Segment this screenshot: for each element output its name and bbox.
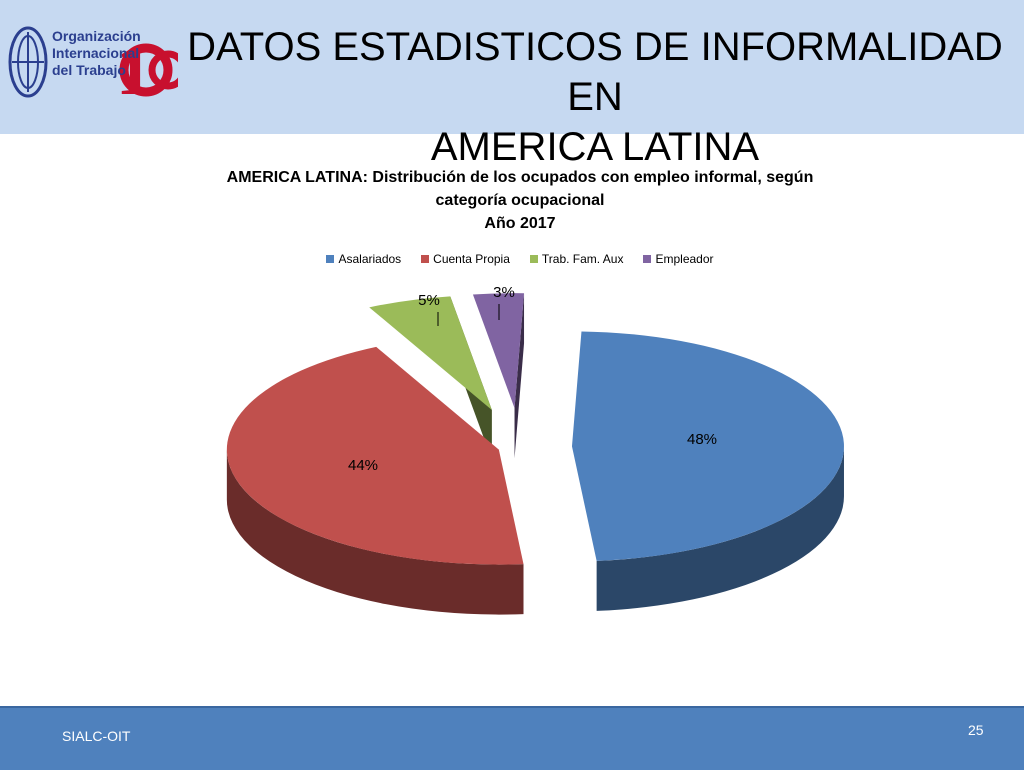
legend-item: Cuenta Propia: [421, 252, 510, 266]
data-label: 48%: [687, 431, 717, 448]
pie-chart: 48% 44% 5% 3%: [226, 284, 844, 615]
pie-slice-side: [596, 446, 844, 611]
data-label: 44%: [348, 457, 378, 474]
pie-slice-top: [369, 296, 492, 410]
legend-swatch: [529, 255, 538, 263]
slide-title-line: AMERICA LATINA: [430, 125, 760, 169]
chart-title-line: AMERICA LATINA: Distribución de los ocup…: [226, 169, 814, 186]
slide-title: DATOS ESTADISTICOS DE INFORMALIDAD EN AM…: [180, 22, 1010, 172]
legend-swatch: [643, 255, 652, 263]
chart-title: AMERICA LATINA: Distribución de los ocup…: [150, 166, 890, 235]
pie-slice-side: [226, 449, 524, 615]
pie-slice: [472, 293, 525, 459]
logo-line: Organización: [52, 28, 141, 44]
legend-swatch: [421, 255, 430, 263]
slide-title-line: DATOS ESTADISTICOS DE INFORMALIDAD EN: [187, 25, 1003, 119]
data-label: 3%: [493, 284, 515, 301]
slide-header: 1 Organización Internacional del Trabajo…: [0, 0, 1024, 169]
pie-slice-top: [472, 293, 525, 409]
logo-line: del Trabajo: [52, 62, 126, 78]
chart-legend: Asalariados Cuenta Propia Trab. Fam. Aux…: [150, 252, 890, 266]
pie-slice: [369, 296, 492, 460]
chart-title-line: Año 2017: [484, 215, 556, 232]
logo-line: Internacional: [52, 45, 140, 61]
legend-item: Asalariados: [326, 252, 401, 266]
slide-footer: SIALC-OIT 25: [0, 706, 1024, 770]
ilo-logo-text: Organización Internacional del Trabajo: [52, 28, 141, 79]
pie-slice-top: [571, 331, 844, 561]
chart-title-line: categoría ocupacional: [435, 192, 605, 209]
legend-item: Empleador: [643, 252, 714, 266]
pie-slice: [226, 346, 524, 615]
legend-label: Asalariados: [338, 252, 402, 266]
legend-label: Cuenta Propia: [433, 252, 510, 266]
legend-label: Empleador: [655, 252, 714, 266]
footer-source: SIALC-OIT: [62, 728, 131, 744]
data-label: 5%: [418, 292, 440, 309]
pie-slice-wall: [514, 293, 525, 459]
pie-slice-top: [226, 346, 524, 565]
page-number: 25: [968, 722, 984, 738]
legend-label: Trab. Fam. Aux: [541, 252, 624, 266]
legend-swatch: [326, 255, 335, 263]
legend-item: Trab. Fam. Aux: [529, 252, 624, 266]
pie-slice: [571, 331, 844, 611]
